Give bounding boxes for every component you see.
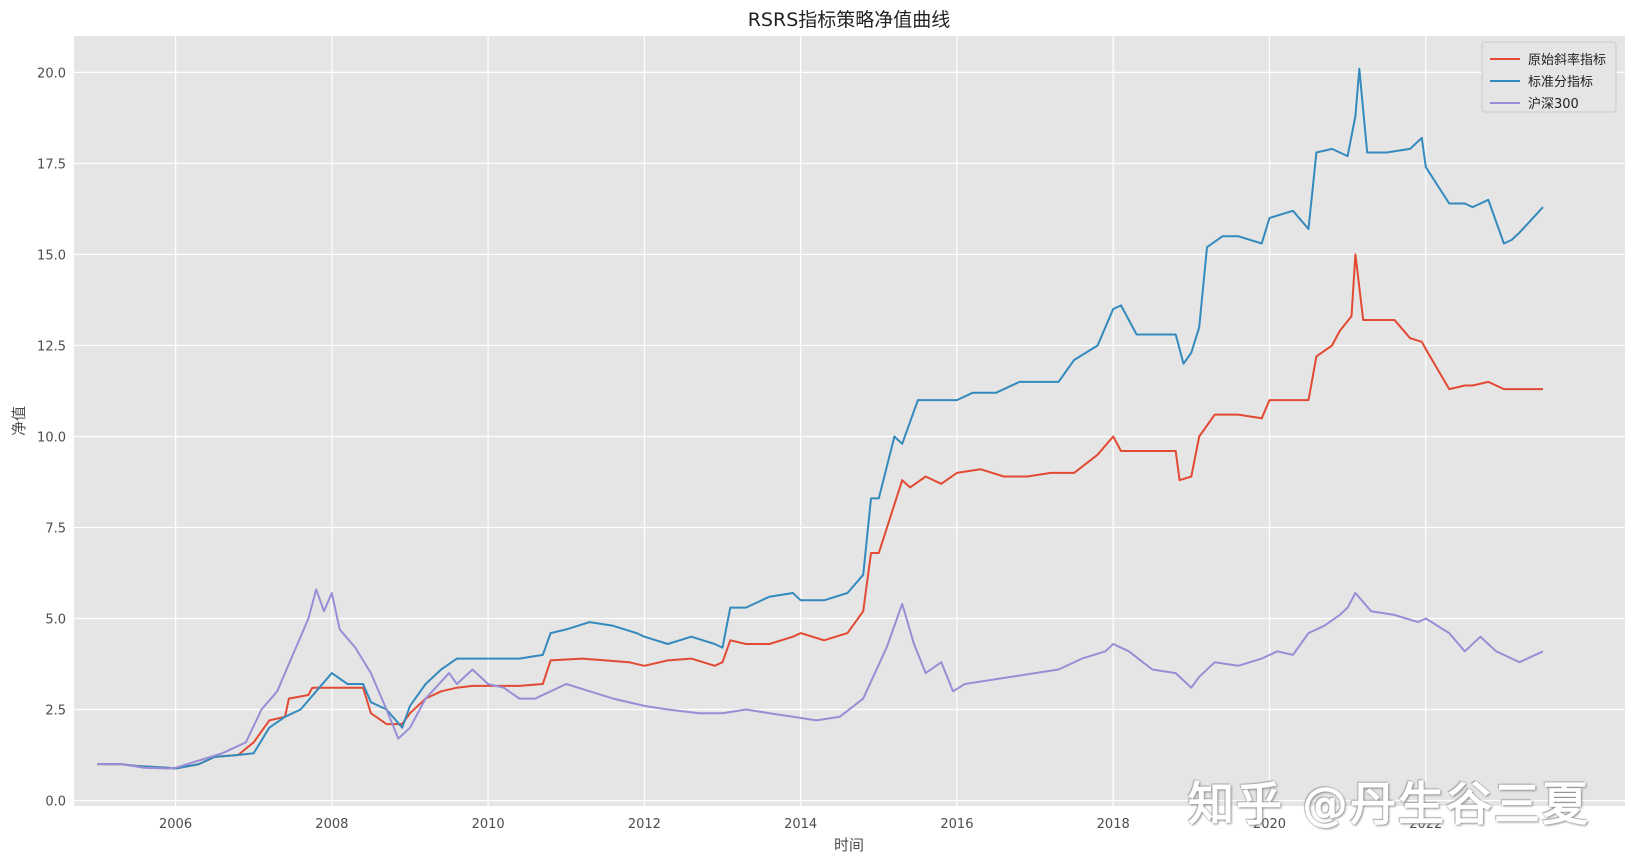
plot-background bbox=[74, 36, 1625, 806]
watermark: 知乎 @丹生谷三夏 bbox=[1188, 777, 1591, 831]
legend-label: 沪深300 bbox=[1528, 96, 1579, 112]
x-axis-label: 时间 bbox=[834, 836, 864, 854]
y-tick-label: 20.0 bbox=[37, 66, 66, 81]
y-tick-label: 10.0 bbox=[37, 430, 66, 445]
y-tick-label: 0.0 bbox=[45, 795, 66, 810]
legend-label: 原始斜率指标 bbox=[1528, 52, 1606, 68]
x-tick-label: 2010 bbox=[472, 817, 505, 832]
x-tick-label: 2016 bbox=[940, 817, 973, 832]
x-tick-labels: 2006 2008 2010 2012 2014 2016 2018 2020 2022 bbox=[159, 817, 1442, 832]
series-line-0 bbox=[97, 253, 1543, 770]
y-tick-label: 15.0 bbox=[37, 248, 66, 263]
y-tick-label: 7.5 bbox=[45, 521, 66, 536]
y-axis-label: 净值 bbox=[10, 406, 28, 436]
x-tick-label: 2022 bbox=[1409, 817, 1442, 832]
x-tick-label: 2018 bbox=[1097, 817, 1130, 832]
series-line-2 bbox=[97, 588, 1544, 770]
y-tick-label: 12.5 bbox=[37, 339, 66, 354]
y-tick-labels: 0.0 2.5 5.0 7.5 10.0 12.5 15.0 17.5 20.0 bbox=[37, 66, 66, 809]
x-tick-label: 2012 bbox=[628, 817, 661, 832]
x-tick-label: 2008 bbox=[315, 817, 348, 832]
x-tick-label: 2014 bbox=[784, 817, 817, 832]
y-tick-label: 5.0 bbox=[45, 613, 66, 628]
x-tick-label: 2006 bbox=[159, 817, 192, 832]
series-line-1 bbox=[97, 67, 1544, 770]
y-tick-label: 2.5 bbox=[45, 704, 66, 719]
x-tick-label: 2020 bbox=[1253, 817, 1286, 832]
chart-title: RSRS指标策略净值曲线 bbox=[748, 9, 951, 31]
series-lines bbox=[97, 67, 1544, 770]
y-tick-label: 17.5 bbox=[37, 157, 66, 172]
legend-label: 标准分指标 bbox=[1528, 75, 1593, 90]
